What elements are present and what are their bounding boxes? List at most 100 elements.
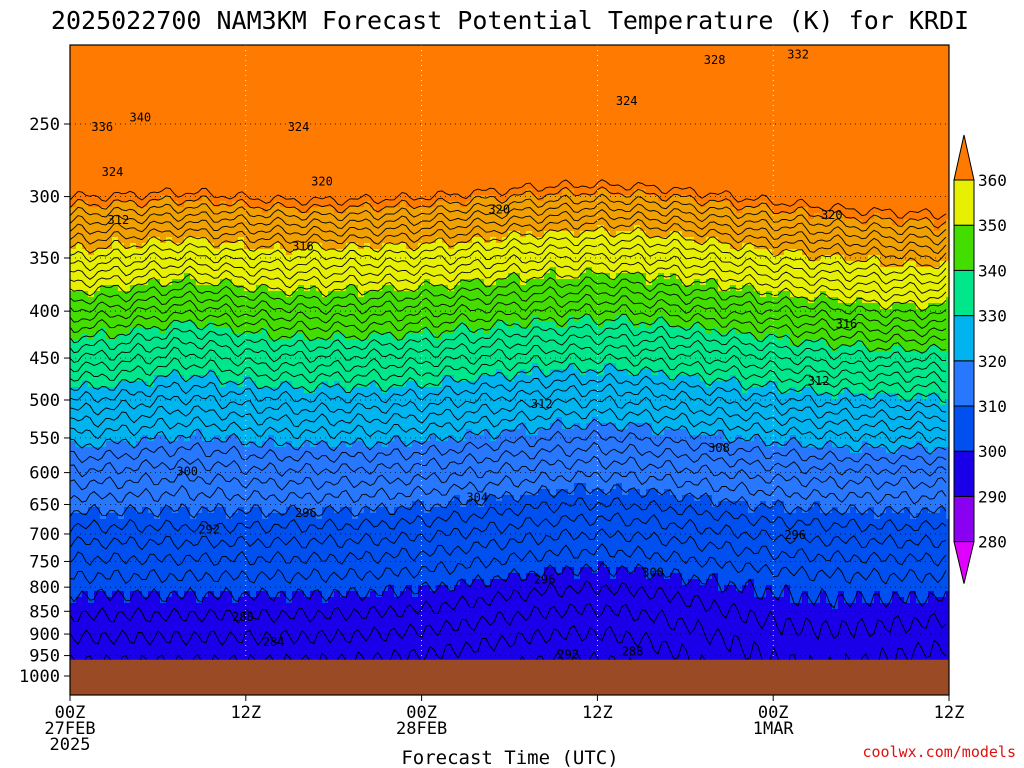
contour-line xyxy=(70,441,947,478)
contour-label: 304 xyxy=(466,491,488,505)
contour-label: 320 xyxy=(821,208,843,222)
x-tick-label: 00Z xyxy=(55,703,86,723)
x-tick-label: 28FEB xyxy=(396,719,447,739)
contour-line xyxy=(70,251,947,294)
colorbar-label: 300 xyxy=(978,442,1007,461)
contour-line xyxy=(70,323,947,363)
contour-line xyxy=(70,243,947,285)
contour-label: 300 xyxy=(642,565,664,579)
contour-label: 340 xyxy=(129,111,151,125)
contour-line xyxy=(70,429,947,466)
contour-label: 300 xyxy=(176,464,198,478)
contour-line xyxy=(70,497,947,535)
y-tick-label: 450 xyxy=(29,349,60,369)
colorbar-label: 350 xyxy=(978,216,1007,235)
contour-line xyxy=(70,395,947,433)
contour-line xyxy=(70,225,947,270)
colorbar-label: 320 xyxy=(978,352,1007,371)
contour-label: 336 xyxy=(91,120,113,134)
contour-line xyxy=(70,561,947,609)
contour-label: 320 xyxy=(488,203,510,217)
x-tick-label: 12Z xyxy=(230,703,261,723)
contour-line xyxy=(70,343,947,383)
y-tick-label: 800 xyxy=(29,578,60,598)
colorbar-label: 310 xyxy=(978,397,1007,416)
x-tick-label: 1MAR xyxy=(753,719,795,739)
contour-line xyxy=(70,418,947,455)
contour-label: 312 xyxy=(108,213,130,227)
contour-label: 292 xyxy=(557,648,579,662)
contour-label: 308 xyxy=(708,441,730,455)
x-tick-label: 00Z xyxy=(758,703,789,723)
contour-label: 328 xyxy=(704,53,726,67)
contour-line xyxy=(70,483,947,519)
contour-line xyxy=(70,209,947,255)
contour-line xyxy=(70,334,947,373)
colorbar-label: 280 xyxy=(978,533,1007,552)
colorbar-bottom-triangle xyxy=(953,541,975,584)
colorbar-label: 290 xyxy=(978,487,1007,506)
y-tick-label: 500 xyxy=(29,391,60,411)
contour-label: 324 xyxy=(102,165,124,179)
chart-title: 2025022700 NAM3KM Forecast Potential Tem… xyxy=(51,6,969,35)
colorbar-top-triangle xyxy=(953,134,975,181)
contour-line xyxy=(70,303,947,346)
x-tick-label: 12Z xyxy=(934,703,965,723)
y-tick-label: 950 xyxy=(29,647,60,667)
ground xyxy=(70,659,949,695)
y-tick-label: 700 xyxy=(29,525,60,545)
contour-label: 296 xyxy=(784,528,806,542)
y-tick-label: 250 xyxy=(29,115,60,135)
contour-line xyxy=(70,234,947,277)
contour-line xyxy=(70,268,947,312)
y-tick-label: 1000 xyxy=(19,667,60,687)
y-tick-label: 750 xyxy=(29,552,60,572)
contour-line xyxy=(70,276,947,321)
contour-line xyxy=(70,455,947,491)
contour-line xyxy=(70,313,947,354)
contour-label: 324 xyxy=(288,120,310,134)
contour-label: 296 xyxy=(534,573,556,587)
contour-line xyxy=(70,352,947,393)
contour-label: 316 xyxy=(836,317,858,331)
contour-label: 288 xyxy=(232,610,254,624)
colorbar: 280 290 300 310 320 330 340 350 360 xyxy=(953,134,1007,584)
colorbar-segment xyxy=(953,405,975,452)
x-tick-label: 27FEB xyxy=(44,719,95,739)
colorbar-segment xyxy=(953,495,975,543)
contour-line xyxy=(70,217,947,262)
contour-label: 312 xyxy=(808,374,830,388)
contour-line xyxy=(70,260,947,303)
contour-line xyxy=(70,193,947,238)
contour-label: 292 xyxy=(198,522,220,536)
y-tick-label: 850 xyxy=(29,602,60,622)
y-tick-label: 650 xyxy=(29,495,60,515)
contour-line xyxy=(70,186,947,229)
contour-line xyxy=(70,284,947,329)
x-axis-label: Forecast Time (UTC) xyxy=(401,747,618,768)
y-tick-label: 900 xyxy=(29,625,60,645)
contour-label: 316 xyxy=(292,239,314,253)
contour-line xyxy=(70,201,947,246)
colorbar-segment xyxy=(953,224,975,271)
y-tick-label: 550 xyxy=(29,429,60,449)
x-tick-label: 12Z xyxy=(582,703,613,723)
y-tick-label: 350 xyxy=(29,249,60,269)
colorbar-label: 360 xyxy=(978,171,1007,190)
contour-label: 324 xyxy=(616,94,638,108)
contour-label: 296 xyxy=(295,506,317,520)
plot-frame xyxy=(69,44,950,696)
contour-label: 320 xyxy=(311,175,333,189)
contour-line xyxy=(70,179,947,221)
contour-label: 288 xyxy=(622,644,644,658)
contour-label: 312 xyxy=(531,397,553,411)
x-tick-label: 2025 xyxy=(50,735,91,755)
y-tick-label: 600 xyxy=(29,464,60,484)
contour-line xyxy=(70,543,947,585)
contour-line-layer xyxy=(70,179,947,695)
credit-text: coolwx.com/models xyxy=(862,743,1016,761)
